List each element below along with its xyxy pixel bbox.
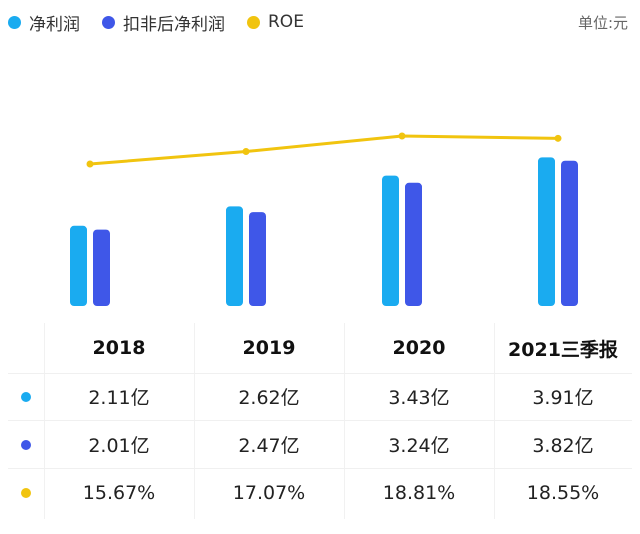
deducted-profit-row-dot-icon — [21, 439, 31, 450]
roe-line — [88, 134, 560, 166]
net-profit-bar — [226, 206, 243, 306]
legend-label-deducted-profit: 扣非后净利润 — [123, 14, 225, 35]
table-cell: 15.67% — [82, 481, 156, 504]
column-separator — [494, 323, 495, 519]
table-cell: 18.55% — [526, 481, 600, 504]
column-separator — [344, 323, 345, 519]
table-cell: 2.62亿 — [238, 387, 300, 409]
chart-svg — [70, 132, 578, 306]
data-table: 2018 2019 2020 2021三季报 2.11亿 2.62亿 3.43亿… — [8, 323, 632, 527]
chart-legend: 净利润 扣非后净利润 ROE — [8, 8, 632, 36]
legend-item-deducted-profit[interactable]: 扣非后净利润 — [102, 10, 225, 35]
table-cell: 3.82亿 — [532, 435, 594, 457]
table-header-cell: 2019 — [242, 337, 296, 359]
unit-label: 单位:元 — [577, 14, 628, 32]
roe-point — [86, 160, 94, 168]
table-cell: 2.11亿 — [88, 387, 150, 409]
table-header-cell: 2021三季报 — [508, 338, 618, 361]
table-row-net-profit: 2.11亿 2.62亿 3.43亿 3.91亿 — [8, 373, 632, 421]
table-header-cell: 2018 — [92, 337, 146, 359]
column-separator — [194, 323, 195, 519]
roe-legend-dot-icon — [247, 15, 260, 29]
table-header-cell: 2020 — [392, 337, 446, 359]
deducted-profit-legend-dot-icon — [102, 15, 115, 29]
net-profit-row-marker — [8, 391, 44, 402]
column-separator — [44, 323, 45, 519]
deducted-profit-bar — [93, 229, 110, 306]
table-cell: 17.07% — [232, 481, 306, 504]
deducted-profit-bar — [405, 182, 422, 306]
table-cell: 18.81% — [382, 481, 456, 504]
legend-label-roe: ROE — [268, 12, 304, 32]
roe-row-dot-icon — [21, 487, 31, 498]
net-profit-row-dot-icon — [21, 391, 31, 402]
table-cell: 3.91亿 — [532, 387, 594, 409]
net-profit-bar — [382, 175, 399, 306]
deducted-profit-bar — [561, 160, 578, 306]
roe-point — [554, 134, 562, 142]
legend-item-roe[interactable]: ROE — [247, 12, 304, 32]
table-cell: 3.43亿 — [388, 387, 450, 409]
table-row-roe: 15.67% 17.07% 18.81% 18.55% — [8, 469, 632, 516]
deducted-profit-row-marker — [8, 439, 44, 450]
table-cell: 2.01亿 — [88, 435, 150, 457]
table-row-deducted-profit: 2.01亿 2.47亿 3.24亿 3.82亿 — [8, 421, 632, 469]
table-cell: 3.24亿 — [388, 435, 450, 457]
net-profit-legend-dot-icon — [8, 15, 21, 29]
roe-point — [398, 132, 406, 140]
deducted-profit-bar — [249, 212, 266, 306]
roe-point — [242, 148, 250, 156]
legend-item-net-profit[interactable]: 净利润 — [8, 10, 80, 35]
table-cell: 2.47亿 — [238, 435, 300, 457]
table-header-row: 2018 2019 2020 2021三季报 — [8, 323, 632, 374]
profit-roe-chart — [0, 36, 640, 322]
net-profit-bar — [70, 225, 87, 306]
roe-row-marker — [8, 487, 44, 498]
net-profit-bar — [538, 157, 555, 306]
legend-label-net-profit: 净利润 — [29, 14, 80, 35]
